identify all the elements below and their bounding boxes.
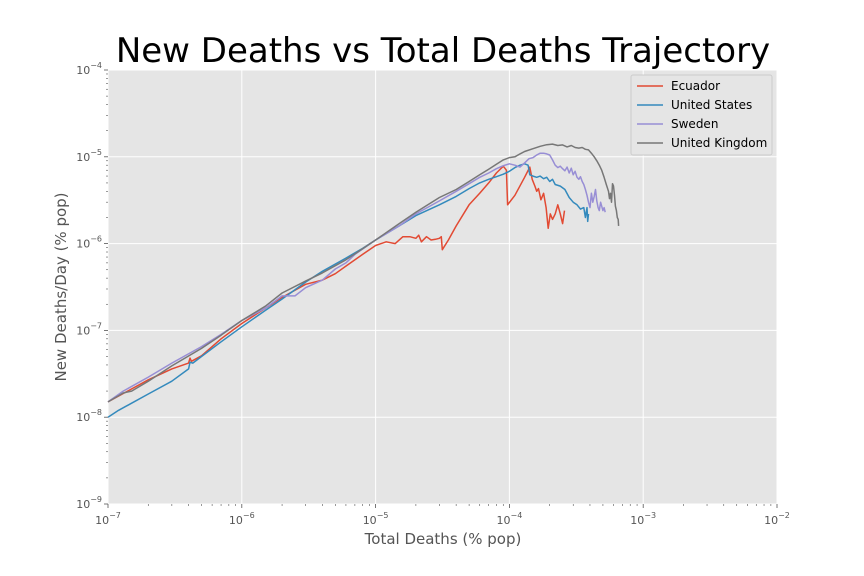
series-line-united-states bbox=[107, 163, 590, 418]
x-tick-label: 10−5 bbox=[363, 511, 389, 527]
chart-title: New Deaths vs Total Deaths Trajectory bbox=[116, 31, 770, 71]
y-tick-label: 10−9 bbox=[76, 495, 102, 511]
x-tick-label: 10−6 bbox=[229, 511, 255, 527]
y-tick-label: 10−7 bbox=[76, 321, 102, 337]
x-axis-label: Total Deaths (% pop) bbox=[364, 530, 522, 548]
y-tick-label: 10−8 bbox=[76, 408, 102, 424]
series-line-ecuador bbox=[107, 165, 566, 403]
x-tick-label: 10−4 bbox=[497, 511, 523, 527]
y-tick-label: 10−4 bbox=[76, 61, 102, 77]
y-axis-ticks: 10−9 10−8 10−7 10−6 10−5 10−4 bbox=[76, 61, 108, 511]
legend-box bbox=[630, 74, 773, 156]
y-tick-label: 10−6 bbox=[76, 235, 102, 251]
legend-label-united-kingdom: United Kingdom bbox=[671, 136, 767, 150]
legend-label-sweden: Sweden bbox=[671, 117, 718, 131]
series-layer bbox=[107, 143, 620, 418]
series-line-united-kingdom bbox=[107, 143, 620, 403]
y-axis-label: New Deaths/Day (% pop) bbox=[52, 192, 70, 381]
x-tick-label: 10−3 bbox=[630, 511, 656, 527]
series-line-sweden bbox=[107, 152, 606, 403]
y-tick-label: 10−5 bbox=[76, 148, 102, 164]
x-tick-label: 10−2 bbox=[764, 511, 790, 527]
x-tick-label: 10−7 bbox=[95, 511, 121, 527]
legend-label-ecuador: Ecuador bbox=[671, 79, 720, 93]
legend: Ecuador United States Sweden United Kingdom bbox=[630, 74, 773, 156]
legend-label-united-states: United States bbox=[671, 98, 752, 112]
x-axis-ticks: 10−7 10−6 10−5 10−4 10−3 10−2 bbox=[95, 504, 790, 527]
